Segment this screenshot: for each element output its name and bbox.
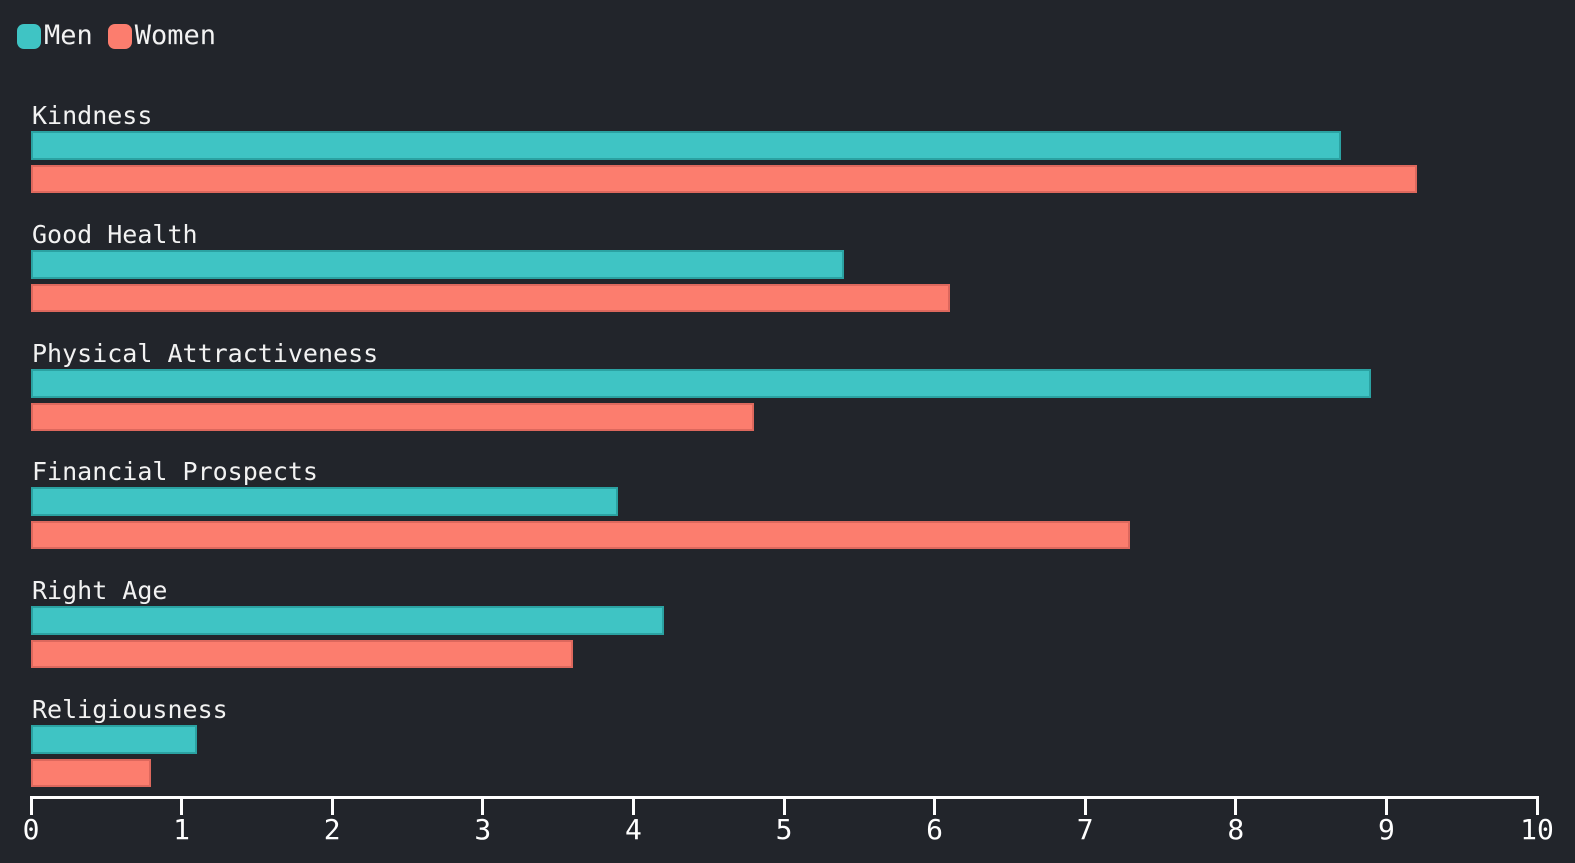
women-bar [31, 758, 152, 787]
x-axis-tick-label: 1 [173, 813, 191, 846]
men-bar [31, 724, 197, 754]
category-label: Financial Prospects [32, 457, 318, 487]
x-axis-tick-label: 2 [323, 813, 341, 846]
x-axis-tick-label: 5 [775, 813, 793, 846]
x-axis-tick [1384, 796, 1388, 815]
women-bar [31, 165, 1417, 193]
women-bar [31, 640, 574, 668]
x-axis-tick [330, 796, 334, 815]
x-axis-tick [631, 796, 635, 815]
men-legend-swatch [17, 23, 41, 49]
women-bar [31, 283, 950, 312]
x-axis-tick-label: 4 [624, 813, 642, 846]
x-axis-tick-label: 9 [1377, 813, 1395, 846]
x-axis-tick [481, 796, 485, 815]
category-label: Kindness [32, 101, 153, 130]
x-axis-tick [782, 796, 786, 815]
x-axis-tick [1083, 796, 1087, 815]
women-bar [31, 402, 754, 431]
men-legend-label: Men [44, 20, 93, 51]
women-bar [31, 521, 1131, 550]
women-legend-label: Women [134, 20, 217, 51]
x-axis-tick [933, 796, 937, 815]
legend: Men Women [17, 21, 216, 51]
x-axis-tick-label: 6 [926, 813, 944, 846]
men-bar [31, 487, 619, 517]
men-bar [31, 249, 845, 279]
x-axis-tick [1234, 796, 1238, 815]
x-axis-tick [1535, 796, 1539, 815]
men-bar [31, 368, 1372, 398]
men-bar [31, 606, 664, 635]
x-axis-tick [29, 796, 33, 815]
women-legend-swatch [107, 23, 132, 49]
x-axis-tick-label: 10 [1520, 813, 1554, 846]
legend-item-men: Men [17, 21, 93, 51]
legend-item-women: Women [107, 20, 217, 51]
men-bar [31, 131, 1342, 160]
x-axis-tick-label: 7 [1076, 813, 1094, 846]
category-label: Physical Attractiveness [32, 338, 379, 368]
x-axis-tick-label: 0 [22, 813, 40, 846]
category-label: Right Age [32, 576, 168, 605]
x-axis-tick-label: 3 [474, 813, 492, 846]
category-label: Good Health [32, 219, 198, 249]
x-axis-tick-label: 8 [1227, 813, 1245, 846]
x-axis-tick [180, 796, 184, 815]
category-label: Religiousness [32, 694, 228, 724]
